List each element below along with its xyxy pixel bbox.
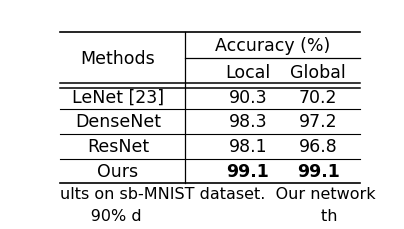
Text: Local: Local [225,63,270,81]
Text: 98.1: 98.1 [228,138,267,155]
Text: 99.1: 99.1 [297,162,340,180]
Text: Accuracy (%): Accuracy (%) [215,37,330,55]
Text: 90.3: 90.3 [228,89,267,106]
Text: Global: Global [290,63,346,81]
Text: 98.3: 98.3 [228,113,267,131]
Text: LeNet [23]: LeNet [23] [72,89,164,106]
Text: Ours: Ours [97,162,139,180]
Text: 97.2: 97.2 [299,113,337,131]
Text: ResNet: ResNet [87,138,149,155]
Text: ults on sb-MNIST dataset.  Our network: ults on sb-MNIST dataset. Our network [60,187,376,202]
Text: DenseNet: DenseNet [75,113,161,131]
Text: 99.1: 99.1 [226,162,269,180]
Text: 90% d                                   th: 90% d th [60,208,337,223]
Text: 96.8: 96.8 [299,138,338,155]
Text: Methods: Methods [80,50,155,68]
Text: 70.2: 70.2 [299,89,337,106]
